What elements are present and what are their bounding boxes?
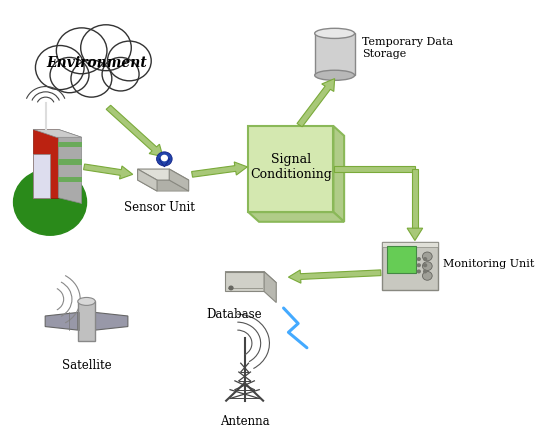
Polygon shape [138,180,189,191]
Bar [315,33,354,75]
Circle shape [14,169,87,235]
Polygon shape [333,126,344,222]
Text: Signal
Conditioning: Signal Conditioning [250,153,332,181]
Polygon shape [106,105,163,157]
Polygon shape [95,313,128,330]
Ellipse shape [315,70,354,80]
Polygon shape [159,159,170,167]
Text: Database: Database [206,308,262,321]
Polygon shape [225,272,264,292]
Polygon shape [83,164,133,179]
Circle shape [424,264,427,266]
Polygon shape [33,129,59,198]
Ellipse shape [315,28,354,39]
Polygon shape [334,166,415,172]
Polygon shape [412,169,418,228]
Bar [382,242,438,290]
Polygon shape [297,79,334,127]
Text: Monitoring Unit: Monitoring Unit [443,259,534,269]
Circle shape [162,155,167,161]
Circle shape [35,46,84,90]
Text: Antenna: Antenna [220,415,269,428]
Polygon shape [192,162,247,177]
Polygon shape [45,313,78,330]
Circle shape [417,264,420,266]
Bar [59,159,82,165]
Polygon shape [288,270,381,283]
Text: Temporary Data
Storage: Temporary Data Storage [363,37,454,59]
Circle shape [50,57,89,93]
Polygon shape [138,169,157,191]
Circle shape [422,252,432,261]
Polygon shape [225,272,276,283]
Polygon shape [407,228,423,241]
Circle shape [81,25,131,71]
Circle shape [417,258,420,260]
Text: Sensor Unit: Sensor Unit [124,201,195,214]
Circle shape [424,270,427,273]
Circle shape [424,258,427,260]
Polygon shape [169,169,189,191]
Polygon shape [33,154,50,198]
Polygon shape [138,169,189,180]
Bar [387,246,416,273]
Bar [59,142,82,147]
Polygon shape [264,272,276,302]
Bar [248,126,333,212]
Ellipse shape [78,297,95,305]
Text: Satellite: Satellite [62,359,111,372]
Text: Environment: Environment [46,56,147,70]
Bar [59,177,82,182]
Circle shape [107,41,151,81]
Bar [382,242,438,247]
Circle shape [422,271,432,280]
Circle shape [417,270,420,273]
Circle shape [102,57,139,91]
Circle shape [157,152,172,166]
Circle shape [229,286,233,290]
Circle shape [422,262,432,270]
Polygon shape [59,129,82,203]
Polygon shape [248,212,344,222]
Bar [78,301,95,341]
Circle shape [71,60,112,97]
Polygon shape [33,129,82,137]
Circle shape [56,28,107,74]
